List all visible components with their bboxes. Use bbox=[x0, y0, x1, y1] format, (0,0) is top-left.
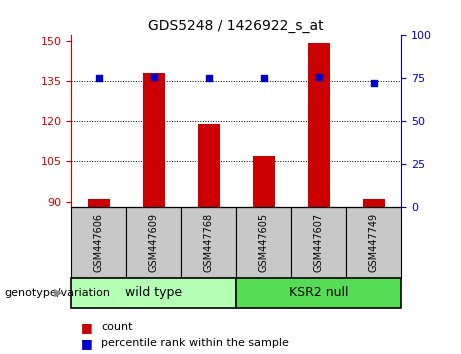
Text: ■: ■ bbox=[81, 321, 96, 334]
Text: GSM447607: GSM447607 bbox=[313, 213, 324, 272]
Bar bbox=[346, 207, 401, 278]
Title: GDS5248 / 1426922_s_at: GDS5248 / 1426922_s_at bbox=[148, 19, 324, 33]
Bar bbox=[126, 207, 181, 278]
Bar bbox=[253, 156, 275, 207]
Bar bbox=[143, 73, 165, 207]
Bar bbox=[307, 44, 330, 207]
Text: GSM447609: GSM447609 bbox=[149, 213, 159, 272]
Bar bbox=[181, 207, 236, 278]
Bar bbox=[88, 199, 110, 207]
Text: genotype/variation: genotype/variation bbox=[5, 288, 111, 298]
Bar bbox=[198, 124, 220, 207]
Bar bbox=[291, 207, 346, 278]
Text: GSM447749: GSM447749 bbox=[369, 213, 378, 272]
Text: ■: ■ bbox=[81, 337, 96, 350]
Bar bbox=[71, 207, 126, 278]
Point bbox=[315, 74, 322, 79]
Point bbox=[95, 75, 103, 81]
Point bbox=[150, 74, 158, 79]
Text: wild type: wild type bbox=[125, 286, 183, 299]
Text: ▶: ▶ bbox=[54, 288, 62, 298]
Point bbox=[260, 75, 267, 81]
Text: GSM447606: GSM447606 bbox=[94, 213, 104, 272]
Bar bbox=[71, 278, 236, 308]
Bar bbox=[363, 199, 384, 207]
Text: GSM447605: GSM447605 bbox=[259, 213, 269, 272]
Point bbox=[205, 75, 213, 81]
Point bbox=[370, 81, 377, 86]
Text: KSR2 null: KSR2 null bbox=[289, 286, 349, 299]
Text: GSM447768: GSM447768 bbox=[204, 213, 214, 272]
Bar bbox=[236, 278, 401, 308]
Text: count: count bbox=[101, 322, 133, 332]
Bar bbox=[236, 207, 291, 278]
Text: percentile rank within the sample: percentile rank within the sample bbox=[101, 338, 290, 348]
